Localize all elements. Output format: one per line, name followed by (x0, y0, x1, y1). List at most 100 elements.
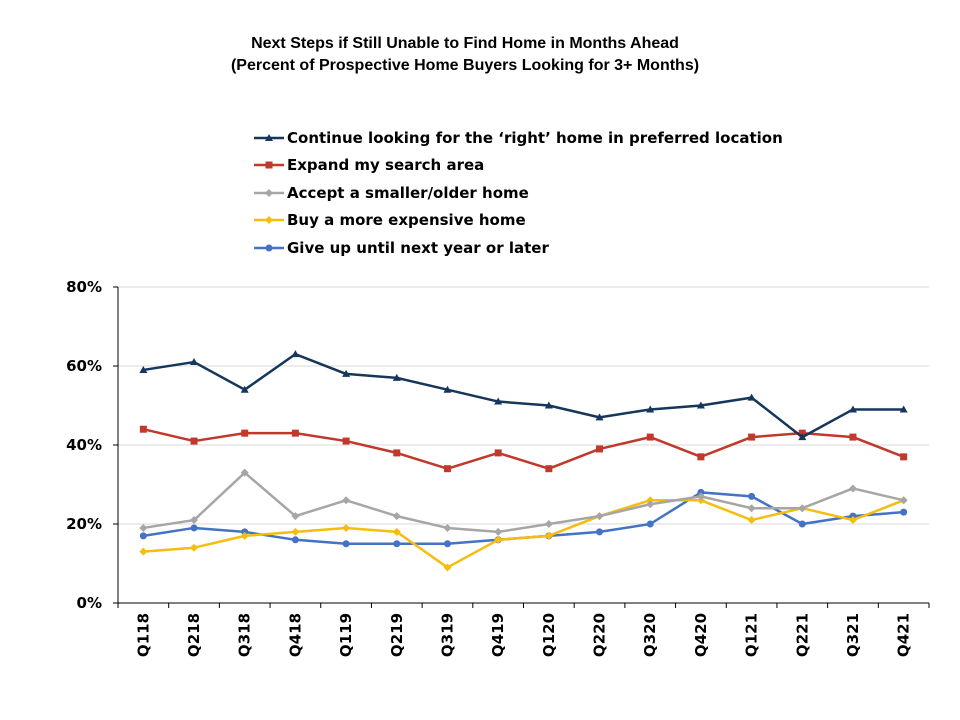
data-point (595, 512, 604, 521)
x-tick-label: Q421 (895, 613, 913, 657)
data-point (798, 433, 807, 441)
data-point (748, 492, 756, 500)
legend: Continue looking for the ‘right’ home in… (254, 124, 783, 262)
data-point (190, 524, 198, 532)
x-tick-label: Q218 (185, 613, 203, 657)
data-point (747, 504, 756, 513)
x-tick-label: Q418 (286, 613, 304, 657)
legend-item: Accept a smaller/older home (254, 179, 783, 207)
data-point (240, 468, 249, 477)
x-tick-label: Q318 (236, 613, 254, 657)
x-tick-label: Q419 (489, 613, 507, 657)
data-point (747, 516, 756, 525)
legend-marker (265, 161, 273, 169)
y-tick-label: 20% (66, 515, 102, 533)
data-point (291, 536, 299, 544)
x-tick-label: Q219 (388, 613, 406, 657)
data-point (342, 523, 351, 532)
data-point (494, 449, 502, 457)
data-point (342, 496, 351, 505)
data-point (646, 520, 654, 528)
data-point (544, 520, 553, 528)
legend-item: Buy a more expensive home (254, 207, 783, 235)
x-tick-label: Q120 (540, 613, 558, 657)
data-point (291, 527, 300, 536)
legend-label: Give up until next year or later (287, 238, 549, 257)
data-point (748, 433, 756, 441)
chart-title-line-1: Next Steps if Still Unable to Find Home … (251, 35, 679, 52)
data-point (646, 433, 654, 441)
x-tick-label: Q119 (337, 613, 355, 657)
data-point (646, 500, 655, 509)
chart-title: Next Steps if Still Unable to Find Home … (0, 33, 930, 77)
data-point (696, 401, 705, 409)
chart-title-line-2: (Percent of Prospective Home Buyers Look… (230, 57, 700, 74)
data-point (392, 373, 401, 381)
data-point (900, 453, 908, 461)
data-point (596, 528, 604, 536)
legend-marker (265, 244, 273, 252)
data-point (848, 405, 857, 413)
data-point (342, 369, 351, 377)
data-point (139, 547, 148, 556)
data-point (392, 527, 401, 536)
y-tick-label: 40% (66, 436, 102, 454)
data-point (544, 401, 553, 409)
data-point (696, 492, 705, 501)
data-point (849, 433, 857, 441)
legend-swatch (254, 159, 284, 171)
data-point (595, 413, 604, 421)
x-tick-label: Q320 (641, 613, 659, 657)
x-tick-label: Q118 (134, 613, 152, 657)
data-point (392, 512, 401, 521)
data-point (443, 523, 452, 532)
data-point (443, 385, 452, 393)
data-point (544, 531, 553, 540)
x-tick-label: Q221 (793, 613, 811, 657)
legend-label: Expand my search area (287, 156, 485, 175)
data-point (596, 445, 604, 453)
series-line (143, 352, 904, 439)
data-point (494, 535, 503, 544)
data-point (393, 540, 401, 548)
data-point (291, 429, 299, 437)
data-point (494, 397, 503, 405)
series-line (143, 499, 905, 569)
data-point (393, 449, 401, 457)
data-point (291, 350, 300, 358)
data-point (443, 563, 452, 572)
data-point (900, 508, 908, 516)
data-point (545, 465, 553, 473)
x-tick-label: Q319 (438, 613, 456, 657)
data-point (139, 365, 148, 373)
data-point (190, 543, 199, 552)
legend-swatch (254, 214, 284, 226)
data-point (342, 540, 350, 548)
legend-swatch (254, 242, 284, 254)
legend-item: Give up until next year or later (254, 234, 783, 262)
legend-swatch (254, 187, 284, 199)
legend-item: Expand my search area (254, 152, 783, 180)
data-point (291, 512, 300, 521)
x-tick-label: Q420 (692, 613, 710, 657)
series-3 (139, 468, 908, 536)
legend-swatch (254, 132, 284, 144)
data-point (697, 453, 705, 461)
legend-marker (265, 188, 273, 197)
data-point (139, 523, 148, 532)
x-tick-label: Q220 (591, 613, 609, 657)
x-tick-label: Q121 (743, 613, 761, 657)
data-point (190, 516, 199, 525)
y-tick-label: 0% (77, 594, 102, 612)
series-1 (139, 350, 908, 441)
series-line (143, 471, 904, 534)
data-point (747, 393, 756, 401)
legend-item: Continue looking for the ‘right’ home in… (254, 124, 783, 152)
data-point (443, 540, 451, 548)
legend-marker (265, 133, 273, 141)
data-point (848, 484, 857, 493)
data-point (190, 358, 199, 366)
data-point (240, 531, 249, 540)
data-point (899, 405, 908, 413)
